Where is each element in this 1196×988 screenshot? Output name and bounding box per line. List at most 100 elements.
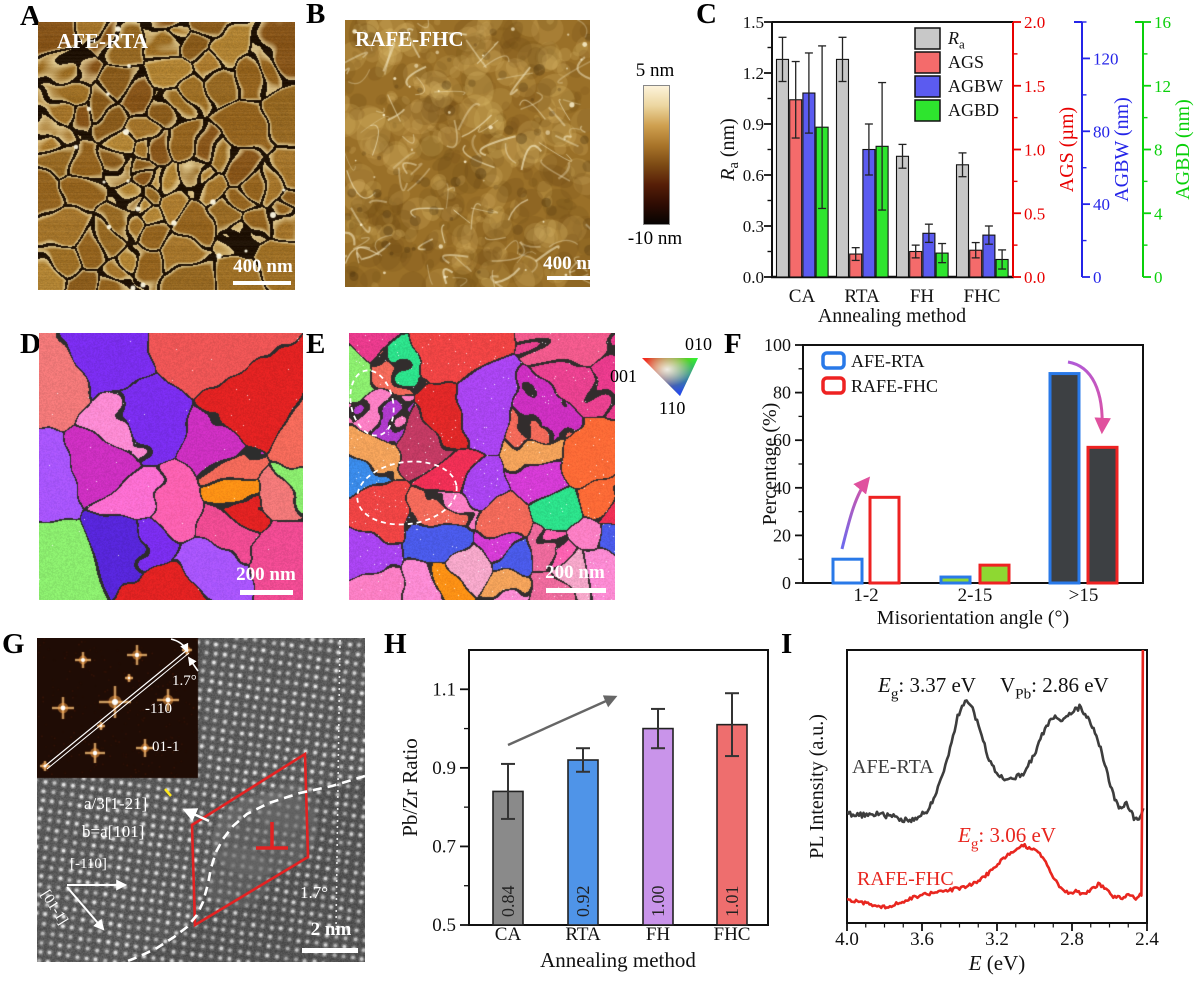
bar-Ra-FH — [895, 155, 910, 278]
annotation-2: Eg: 3.06 eV — [957, 823, 1056, 852]
x-category-label: >15 — [1069, 585, 1099, 606]
tick-label: 1.0 — [1024, 140, 1045, 159]
bar-Ra-CA — [775, 58, 790, 278]
tick-label: 60 — [773, 430, 791, 450]
yellow-tick — [164, 788, 172, 797]
panel-label-a: A — [20, 0, 41, 32]
chart-c-roughness-grain: 0.0 0.3 0.6 0.9 1.2 1.5 Ra (nm) 0.0 0.5 1.0 1.5 2.0… — [717, 13, 1194, 328]
axis-arrow-d — [66, 886, 105, 931]
curve-label-RAFE-FHC: RAFE-FHC — [857, 868, 954, 890]
tilt-angle-label: 1.7° — [300, 883, 329, 902]
grain-boundary-line — [119, 774, 366, 966]
x-category-label: RTA — [565, 924, 601, 945]
bar-AFE-RTA-1-2 — [831, 557, 864, 585]
scale-text-g: 2 nm — [310, 919, 352, 940]
burgers-vector-label-2: b=a[101] — [82, 822, 145, 841]
axis-title: AGBW (nm) — [1111, 97, 1133, 202]
bar-FHC — [716, 723, 748, 926]
decrease-arrow — [1067, 360, 1111, 435]
panel-label-b: B — [306, 0, 326, 30]
x-category-label: FHC — [964, 286, 1001, 307]
legend-label-AGBW: AGBW — [948, 76, 1003, 96]
bar-RAFE-FHC-2-15 — [978, 563, 1011, 585]
tick-label: 80 — [773, 383, 791, 403]
x-category-label: FHC — [714, 924, 751, 945]
tick-label: 0 — [1093, 268, 1102, 287]
tilt-line — [335, 639, 341, 931]
afm-image-afe-rta — [38, 22, 295, 290]
legend-swatch-AGS — [914, 51, 941, 74]
afm-image-rafe-fhc — [345, 20, 590, 287]
fft-angle-label: 1.7° — [172, 673, 197, 689]
burgers-circuit — [190, 751, 310, 928]
tick-label: 0.6 — [743, 166, 764, 185]
x-category-label: CA — [789, 286, 816, 307]
bar-value-label: 1.01 — [722, 886, 742, 918]
curve-label-AFE-RTA: AFE-RTA — [852, 756, 934, 778]
hrtem-overlay — [44, 638, 366, 966]
x-category-label: RTA — [844, 286, 880, 307]
tick-label: 8 — [1154, 140, 1163, 159]
panel-label-f: F — [724, 328, 742, 360]
tick-label: 40 — [773, 478, 791, 498]
chart-i-pl-spectra: 4.0 3.6 3.2 2.8 2.4 E (eV) PL Intensity (a.u.)… — [806, 649, 1159, 975]
x-axis-title: Annealing method — [540, 948, 696, 972]
tick-label: 0 — [1154, 268, 1163, 287]
bar-RAFE-FHC->15 — [1086, 445, 1119, 585]
legend-swatch-AGBD — [914, 99, 941, 122]
axis-title: AGBD (nm) — [1172, 99, 1194, 200]
panel-label-d: D — [20, 328, 41, 360]
tick-label: 16 — [1154, 13, 1171, 32]
ipf-label-110: 110 — [659, 398, 686, 418]
chart-f-misorientation: 0 20 40 60 80 100 Percentage (%) 1-2 2-15 >15Miso… — [759, 335, 1144, 629]
tick-label: 3.2 — [985, 929, 1009, 950]
scale-text-e: 200 nm — [545, 562, 605, 583]
scale-bar-g — [302, 948, 358, 953]
x-category-label: FH — [646, 924, 671, 945]
bar-RAFE-FHC-1-2 — [868, 495, 901, 585]
tick-label: 0.9 — [432, 757, 456, 778]
bar-Ra-FHC — [955, 164, 970, 278]
increase-arrow — [840, 476, 871, 550]
tick-label: 40 — [1093, 195, 1110, 214]
legend-label-AGS: AGS — [948, 52, 984, 72]
panel-label-c: C — [696, 0, 717, 30]
bar-RTA — [567, 759, 599, 926]
ipf-label-010: 010 — [685, 334, 712, 354]
tick-label: 1.5 — [743, 13, 764, 32]
colorbar-max-label: 5 nm — [635, 60, 675, 81]
bar-AFE-RTA-2-15 — [939, 575, 972, 585]
scale-text-a: 400 nm — [233, 256, 293, 277]
fft-tilt-line — [44, 649, 188, 767]
scale-text-b: 400 nm — [543, 253, 603, 274]
legend-label-RAFE-FHC: RAFE-FHC — [851, 376, 938, 396]
tick-label: 120 — [1093, 49, 1119, 68]
tick-label: 0.0 — [743, 268, 764, 287]
curve-RAFE-FHC — [847, 650, 1145, 910]
tick-label: 20 — [773, 525, 791, 545]
ebsd-map-e — [349, 333, 615, 600]
tick-label: 0.0 — [1024, 268, 1045, 287]
tick-label: 3.6 — [910, 929, 934, 950]
ebsd-map-e-overlay — [349, 369, 458, 526]
x-category-label: FH — [910, 286, 935, 307]
tick-label: 0.3 — [743, 217, 764, 236]
panel-label-i: I — [781, 628, 793, 660]
scale-bar-d — [240, 590, 293, 595]
tick-label: 4.0 — [835, 929, 859, 950]
axis-title: Ra (nm) — [717, 118, 742, 182]
tick-label: 12 — [1154, 76, 1171, 95]
panel-label-g: G — [2, 628, 25, 660]
image-title-b: RAFE-FHC — [355, 27, 464, 51]
bar-AFE-RTA->15 — [1048, 372, 1081, 585]
tick-label: 4 — [1154, 204, 1163, 223]
tick-label: 0.5 — [1024, 204, 1045, 223]
legend-swatch-AGBW — [914, 75, 941, 98]
tick-label: 2.8 — [1060, 929, 1084, 950]
burgers-arrow — [182, 808, 210, 823]
crystal-axis-h-label: [-110] — [70, 856, 107, 872]
bar-value-label: 0.84 — [498, 886, 518, 918]
legend-label-AFE-RTA: AFE-RTA — [851, 351, 924, 371]
burgers-vector-label-1: a/3[1-21] — [84, 794, 148, 813]
panel-label-e: E — [306, 328, 326, 360]
